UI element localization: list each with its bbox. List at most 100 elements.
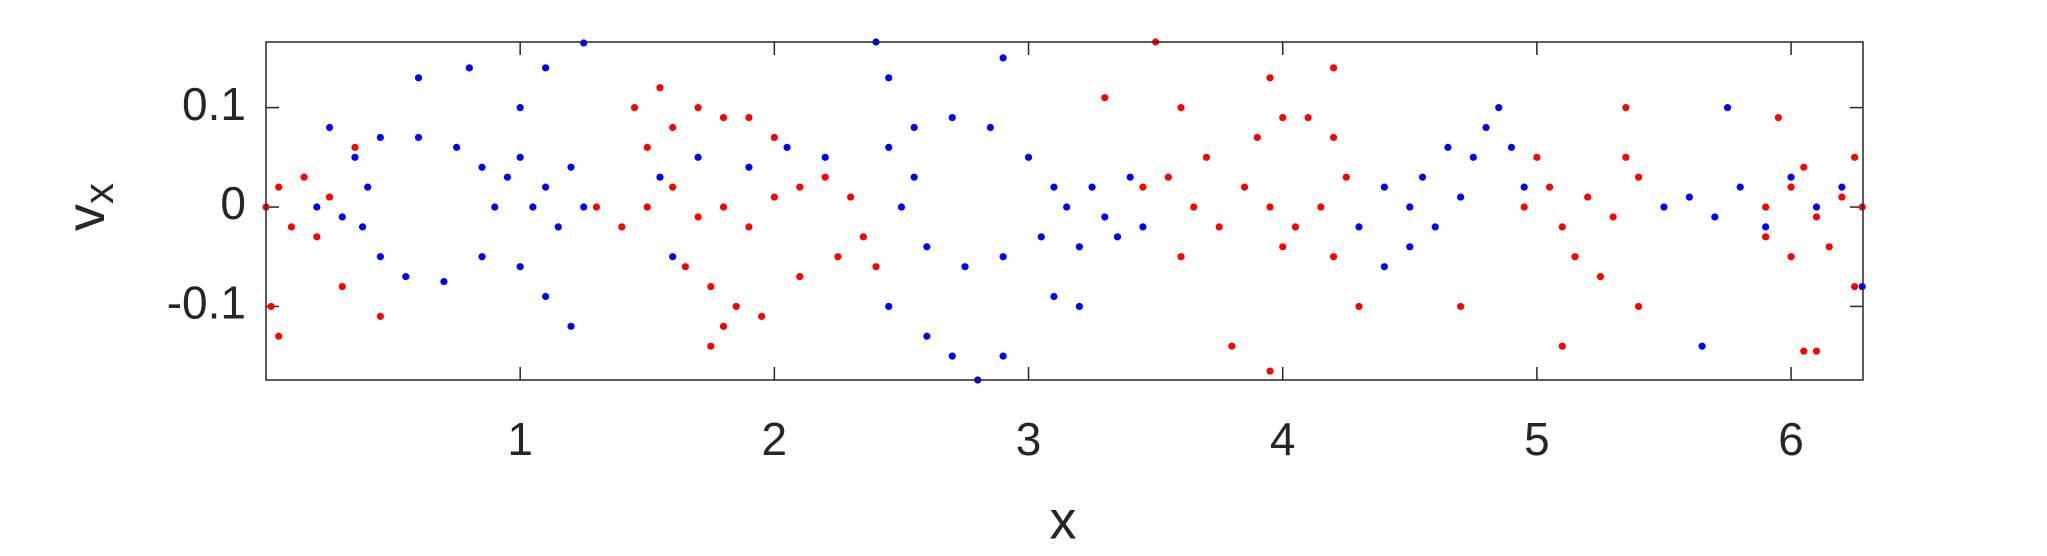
point bbox=[1279, 113, 1287, 122]
point bbox=[719, 203, 728, 211]
point bbox=[1329, 253, 1338, 261]
point bbox=[1050, 292, 1058, 301]
point bbox=[402, 273, 410, 281]
point bbox=[999, 54, 1007, 62]
point bbox=[1736, 183, 1744, 191]
point bbox=[986, 123, 995, 132]
point bbox=[1825, 243, 1833, 251]
y-axis-label-sub: x bbox=[75, 183, 122, 204]
point bbox=[1228, 342, 1236, 350]
y-tick-label: 0.1 bbox=[182, 78, 246, 130]
point bbox=[1037, 233, 1045, 241]
point bbox=[1418, 173, 1427, 181]
point bbox=[1088, 183, 1096, 191]
point bbox=[669, 183, 677, 191]
point bbox=[567, 163, 575, 171]
point bbox=[580, 203, 588, 211]
point bbox=[885, 143, 893, 151]
point bbox=[1723, 104, 1732, 112]
point bbox=[516, 153, 524, 161]
point bbox=[1711, 213, 1719, 221]
point bbox=[287, 223, 296, 231]
point bbox=[1482, 123, 1490, 132]
point bbox=[1838, 183, 1846, 191]
point bbox=[1571, 253, 1579, 261]
point bbox=[1113, 233, 1122, 241]
point bbox=[1177, 253, 1185, 261]
point bbox=[923, 332, 931, 340]
point bbox=[719, 113, 728, 122]
point bbox=[1520, 183, 1528, 191]
y-tick-label: 0 bbox=[220, 177, 246, 229]
x-tick-label: 6 bbox=[1778, 413, 1804, 465]
point bbox=[1812, 347, 1821, 355]
point bbox=[948, 352, 956, 360]
point bbox=[358, 223, 367, 231]
x-tick-label: 3 bbox=[1016, 413, 1042, 465]
point bbox=[1355, 223, 1363, 231]
point bbox=[1812, 213, 1821, 221]
point bbox=[1431, 223, 1439, 231]
point bbox=[1507, 143, 1516, 151]
point bbox=[567, 322, 575, 330]
point bbox=[1558, 223, 1566, 231]
point bbox=[745, 113, 753, 122]
point bbox=[1406, 243, 1414, 251]
point bbox=[376, 253, 384, 261]
point bbox=[1634, 173, 1643, 181]
point bbox=[364, 183, 372, 191]
point bbox=[1558, 342, 1566, 350]
point bbox=[1101, 94, 1109, 102]
point bbox=[1774, 113, 1782, 122]
point bbox=[376, 312, 384, 320]
point bbox=[1024, 153, 1033, 161]
point bbox=[414, 133, 423, 142]
point bbox=[529, 203, 537, 211]
point bbox=[1457, 302, 1465, 311]
point bbox=[618, 223, 626, 231]
point bbox=[1240, 183, 1249, 191]
point bbox=[1406, 203, 1414, 211]
point bbox=[999, 253, 1007, 261]
point bbox=[1800, 347, 1808, 355]
point bbox=[758, 312, 766, 320]
point bbox=[1063, 203, 1071, 211]
point bbox=[1787, 253, 1795, 261]
point bbox=[1469, 153, 1477, 161]
point bbox=[656, 84, 664, 92]
point bbox=[1800, 163, 1808, 171]
point bbox=[1622, 104, 1630, 112]
point bbox=[1291, 223, 1300, 231]
point bbox=[478, 253, 486, 261]
point bbox=[1190, 203, 1198, 211]
point bbox=[1380, 263, 1388, 271]
point bbox=[1457, 193, 1465, 201]
point bbox=[516, 263, 524, 271]
point bbox=[796, 183, 804, 191]
point bbox=[325, 123, 334, 132]
point bbox=[923, 243, 931, 251]
point bbox=[707, 342, 715, 350]
point bbox=[745, 223, 753, 231]
point bbox=[1101, 213, 1109, 221]
point bbox=[1202, 153, 1211, 161]
x-tick-label: 2 bbox=[762, 413, 788, 465]
point bbox=[783, 143, 791, 151]
point bbox=[910, 173, 918, 181]
point bbox=[1177, 104, 1185, 112]
x-tick-label: 1 bbox=[507, 413, 533, 465]
y-tick-label: -0.1 bbox=[167, 277, 246, 329]
point bbox=[580, 39, 588, 47]
point bbox=[516, 104, 524, 112]
point bbox=[1838, 193, 1846, 201]
point bbox=[732, 302, 740, 311]
point bbox=[796, 273, 804, 281]
point bbox=[541, 292, 550, 301]
point bbox=[948, 113, 956, 122]
point bbox=[313, 233, 321, 241]
point bbox=[1215, 223, 1223, 231]
point bbox=[961, 263, 969, 271]
y-axis-label: vx bbox=[56, 183, 122, 231]
point bbox=[707, 282, 715, 291]
point bbox=[999, 352, 1007, 360]
